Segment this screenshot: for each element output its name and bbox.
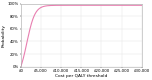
X-axis label: Cost per QALY threshold: Cost per QALY threshold: [55, 74, 107, 78]
Y-axis label: Probability: Probability: [2, 24, 6, 47]
